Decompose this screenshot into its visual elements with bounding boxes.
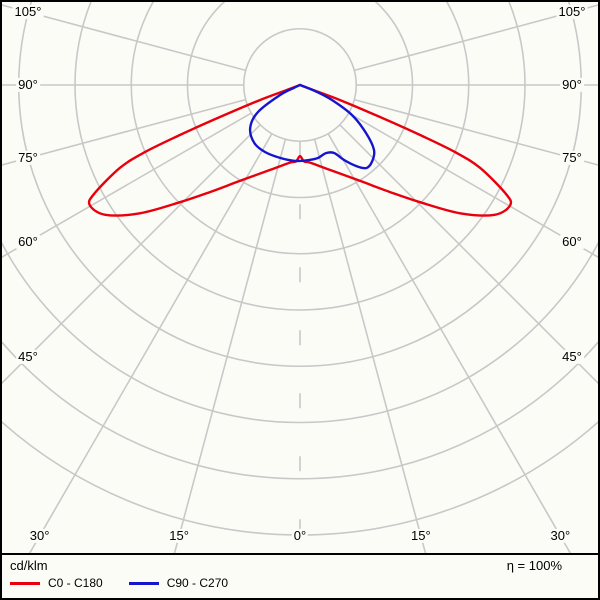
c0-c180-line-swatch: [10, 581, 40, 585]
grid-ray-15deg: [173, 139, 287, 553]
polar-chart-area: 0° 15° 15° 30° 30° 45° 45° 60° 60° 75° 75° 90° 90° 10…: [2, 2, 598, 553]
grid-ring: [2, 341, 598, 480]
legend-item-c90-c270: C90 - C270: [128, 576, 229, 590]
angle-label-60-left: 60°: [16, 233, 40, 250]
curve-C0-C180: [87, 83, 513, 217]
angle-label-0: 0°: [291, 527, 309, 544]
grid-ring: [186, 2, 414, 199]
grid-ray-75deg: [354, 98, 598, 166]
legend-items-row: C0 - C180 C90 - C270: [10, 576, 588, 590]
angle-label-105-left: 105°: [12, 3, 44, 20]
legend-item-c0-c180: C0 - C180: [10, 576, 103, 590]
angle-label-45-right: 45°: [560, 348, 584, 365]
grid-ray-30deg: [327, 133, 572, 553]
angle-label-105-right: 105°: [556, 3, 588, 20]
legend-top-row: cd/klm η = 100%: [10, 558, 588, 573]
legend-bar: cd/klm η = 100% C0 - C180 C90 - C270: [2, 553, 598, 598]
grid-ring: [2, 241, 598, 424]
angle-label-75-right: 75°: [560, 149, 584, 166]
grid-ray-75deg: [2, 98, 246, 166]
angle-label-90-left: 90°: [16, 76, 40, 93]
angle-label-15-left: 15°: [167, 527, 191, 544]
grid-ray-30deg: [28, 133, 273, 553]
c90-c270-line-swatch: [128, 581, 159, 585]
grid-ray-45deg: [339, 124, 598, 385]
unit-label: cd/klm: [10, 558, 48, 573]
angle-label-30-right: 30°: [548, 527, 573, 544]
grid-ray-15deg: [313, 139, 427, 553]
legend-label-c0-c180: C0 - C180: [48, 576, 103, 590]
grid-ray-60deg: [2, 112, 252, 258]
angle-label-75-left: 75°: [16, 149, 40, 166]
angle-label-15-right: 15°: [409, 527, 433, 544]
angle-label-30-left: 30°: [27, 527, 52, 544]
legend-label-c90-c270: C90 - C270: [166, 576, 229, 590]
angle-label-45-left: 45°: [16, 348, 40, 365]
grid-ray-105deg: [354, 4, 598, 72]
curve-C90-C270: [248, 83, 376, 170]
grid-ray-105deg: [2, 4, 246, 72]
efficiency-label: η = 100%: [506, 558, 562, 573]
polar-chart: [2, 2, 598, 553]
angle-label-90-right: 90°: [560, 76, 584, 93]
grid-ray-60deg: [348, 112, 598, 258]
angle-label-60-right: 60°: [560, 233, 584, 250]
grid-ray-45deg: [2, 124, 261, 385]
